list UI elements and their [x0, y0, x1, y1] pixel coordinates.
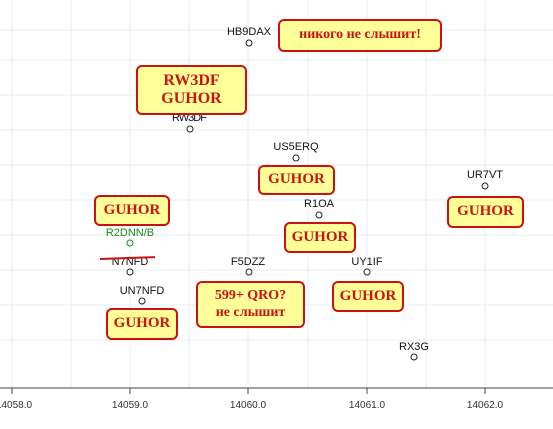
annotation-bubble: GUHOR [447, 196, 524, 228]
annotation-text: GUHOR [457, 203, 514, 220]
annotation-text: никого не слышит! [299, 27, 421, 43]
spot-label-us5erq[interactable]: US5ERQ [273, 141, 319, 153]
annotation-bubble: никого не слышит! [278, 19, 442, 52]
spot-label-r2dnn-b[interactable]: R2DNN/B [105, 227, 155, 239]
spot-marker-f5dzz[interactable] [245, 268, 253, 276]
annotation-text: RW3DF [163, 71, 220, 89]
axis-tick-label: 14060.0 [229, 400, 267, 411]
spot-label-hb9dax[interactable]: HB9DAX [226, 26, 272, 38]
spot-marker-un7nfd[interactable] [138, 297, 146, 305]
spot-marker-rw3df[interactable] [186, 125, 194, 133]
annotation-text: GUHOR [113, 315, 171, 332]
spot-label-f5dzz[interactable]: F5DZZ [230, 256, 266, 268]
spot-marker-ur7vt[interactable] [481, 182, 489, 190]
annotation-bubble: GUHOR [258, 165, 335, 195]
spot-marker-hb9dax[interactable] [245, 39, 253, 47]
annotation-bubble: 599+ QRO? не слышит [196, 281, 305, 328]
annotation-bubble: RW3DF GUHOR [136, 65, 247, 115]
spot-label-un7nfd[interactable]: UN7NFD [119, 285, 165, 297]
spot-marker-rx3g[interactable] [410, 353, 418, 361]
annotation-text: 599+ QRO? [214, 288, 287, 304]
annotation-bubble: GUHOR [94, 195, 170, 226]
spot-label-r1oa[interactable]: R1OA [304, 198, 334, 210]
annotation-bubble: GUHOR [284, 222, 356, 253]
annotation-text: GUHOR [291, 228, 349, 245]
spot-marker-uy1if[interactable] [363, 268, 371, 276]
spot-marker-r2dnn-b[interactable] [126, 239, 134, 247]
annotation-bubble: GUHOR [332, 281, 404, 312]
axis-tick-label: 14062.0 [466, 400, 504, 411]
axis-tick-label: 14059.0 [111, 400, 149, 411]
spot-label-rw3df[interactable]: RW3DF [172, 112, 207, 124]
annotation-text: GUHOR [103, 201, 161, 218]
axis-tick-label: 14061.0 [348, 400, 386, 411]
annotation-text: GUHOR [161, 90, 222, 107]
spot-label-rx3g[interactable]: RX3G [399, 341, 429, 353]
spot-label-ur7vt[interactable]: UR7VT [466, 169, 504, 181]
spot-marker-n7nfd[interactable] [126, 268, 134, 276]
annotation-bubble: GUHOR [106, 308, 178, 340]
axis-tick-marks [11, 388, 486, 394]
annotation-text: GUHOR [268, 171, 325, 188]
annotation-text: не слышит [215, 304, 286, 320]
spot-marker-r1oa[interactable] [315, 211, 323, 219]
spot-label-uy1if[interactable]: UY1IF [351, 256, 383, 268]
axis-tick-label: 14058.0 [0, 400, 33, 411]
annotation-text: GUHOR [339, 287, 397, 304]
spot-marker-us5erq[interactable] [292, 154, 300, 162]
